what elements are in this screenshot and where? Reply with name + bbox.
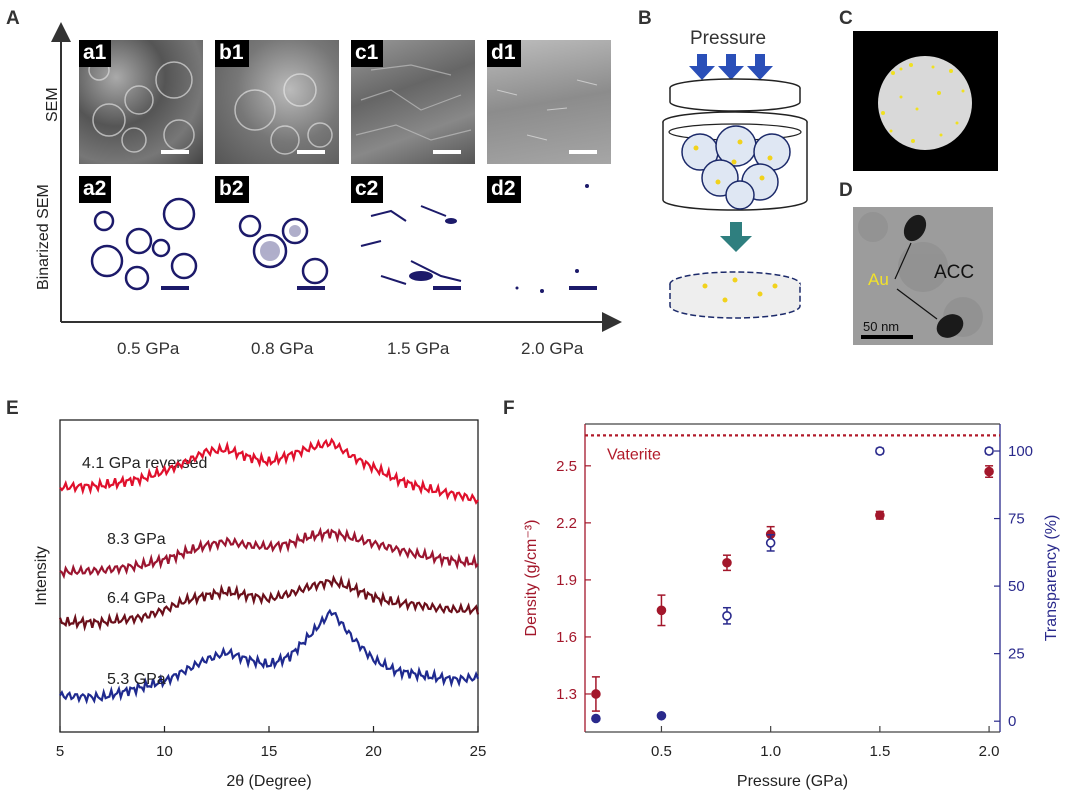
tile-tag: a2 [79, 176, 112, 203]
pressure-label: 0.8 GPa [251, 339, 314, 358]
x-tick-label: 1.0 [760, 743, 781, 760]
y-right-tick-label: 100 [1008, 443, 1033, 460]
pressure-label: 1.5 GPa [387, 339, 450, 358]
y-left-tick-label: 2.5 [556, 458, 577, 475]
press-diagram [662, 54, 808, 319]
y-left-tick-label: 1.3 [556, 686, 577, 703]
x-axis-label: 2θ (Degree) [226, 773, 311, 790]
sem-image-c1: c1 [351, 40, 475, 164]
tile-tag: b1 [215, 40, 249, 67]
scale-bar [161, 286, 189, 290]
au-label: Au [868, 270, 889, 289]
sem-image-a1: a1 [79, 40, 203, 164]
data-point [875, 446, 885, 456]
y-right-tick-label: 75 [1008, 511, 1025, 528]
series-label: 8.3 GPa [107, 531, 166, 548]
scale-bar [433, 150, 461, 154]
down-arrow-icon [720, 222, 752, 252]
tile-tag: b2 [215, 176, 249, 203]
series-line [59, 608, 480, 705]
data-point [656, 605, 667, 616]
y-right-tick-label: 0 [1008, 713, 1016, 730]
data-point [875, 510, 885, 521]
eds-map-image [853, 31, 998, 171]
tile-tag: d1 [487, 40, 521, 67]
panel-a-axes [51, 22, 622, 332]
y-right-axis-label: Transparency (%) [1043, 515, 1060, 642]
scale-bar [569, 286, 597, 290]
x-tick-label: 25 [470, 743, 487, 760]
y-left-tick-label: 2.2 [556, 515, 577, 532]
scale-bar [161, 150, 189, 154]
y-right-tick-label: 25 [1008, 646, 1025, 663]
panel-label-a: A [6, 8, 20, 29]
scale-bar [297, 286, 325, 290]
tile-tag: d2 [487, 176, 521, 203]
sem-row-label: SEM [44, 87, 61, 122]
scale-label: 50 nm [863, 319, 900, 334]
tile-tag: c1 [351, 40, 384, 67]
data-point [656, 710, 667, 721]
density-transparency-chart: 0.5 1.0 1.5 2.0 1.3 1.6 1.9 2.2 2.5 0 25 50 75 100 Vat… [523, 423, 1060, 790]
x-tick-label: 2.0 [979, 743, 1000, 760]
panel-label-d: D [839, 180, 853, 201]
x-tick-label: 10 [156, 743, 173, 760]
x-axis-label: Pressure (GPa) [737, 773, 848, 790]
tem-image [853, 207, 993, 345]
y-left-tick-label: 1.6 [556, 629, 577, 646]
x-tick-label: 1.5 [869, 743, 890, 760]
binarized-row-label: Binarized SEM [35, 184, 52, 290]
panel-label-c: C [839, 8, 853, 29]
binarized-image-a2: a2 [79, 176, 203, 300]
pressure-label: 2.0 GPa [521, 339, 584, 358]
x-tick-label: 0.5 [651, 743, 672, 760]
data-point [722, 557, 732, 568]
sem-image-b1: b1 [215, 40, 339, 164]
x-tick-label: 20 [365, 743, 382, 760]
pressure-title: Pressure [690, 28, 767, 49]
y-left-axis-label: Density (g/cm⁻³) [523, 520, 540, 637]
series-line [58, 574, 480, 632]
series-line [59, 437, 479, 505]
panel-label-f: F [503, 398, 515, 419]
panel-label-e: E [6, 398, 19, 419]
y-right-tick-label: 50 [1008, 578, 1025, 595]
data-point [984, 446, 994, 456]
panel-label-b: B [638, 8, 652, 29]
sem-image-d1: d1 [487, 40, 611, 164]
data-point [591, 713, 601, 724]
series-label: 6.4 GPa [107, 590, 166, 607]
tile-tag: a1 [79, 40, 112, 67]
y-axis-label: Intensity [33, 546, 50, 606]
scale-bar [297, 150, 325, 154]
binarized-image-b2: b2 [215, 176, 339, 300]
data-point [591, 689, 601, 699]
binarized-image-c2: c2 [351, 176, 475, 300]
data-point [984, 466, 994, 477]
series-line [59, 526, 479, 580]
tile-tag: c2 [351, 176, 384, 203]
series-label: 5.3 GPa [107, 671, 166, 688]
scale-bar [569, 150, 597, 154]
scale-bar [433, 286, 461, 290]
data-point [765, 538, 776, 548]
binarized-image-d2: d2 [487, 176, 611, 300]
data-point [722, 611, 732, 621]
vaterite-label: Vaterite [607, 446, 661, 463]
pressure-label: 0.5 GPa [117, 339, 180, 358]
pressure-arrows-icon [689, 54, 773, 80]
acc-label: ACC [934, 262, 975, 283]
y-left-tick-label: 1.9 [556, 572, 577, 589]
x-tick-label: 15 [261, 743, 278, 760]
x-tick-label: 5 [56, 743, 64, 760]
